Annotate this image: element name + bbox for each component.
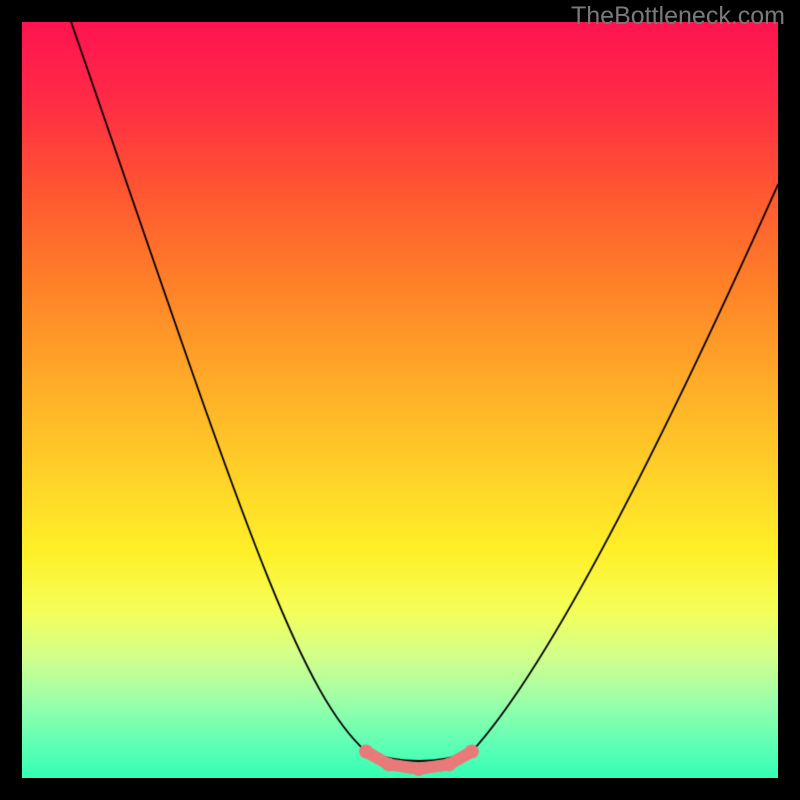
watermark-text: TheBottleneck.com [571,2,785,31]
chart-stage: TheBottleneck.com [0,0,800,800]
bottleneck-curve [22,22,778,778]
plot-area [22,22,778,778]
